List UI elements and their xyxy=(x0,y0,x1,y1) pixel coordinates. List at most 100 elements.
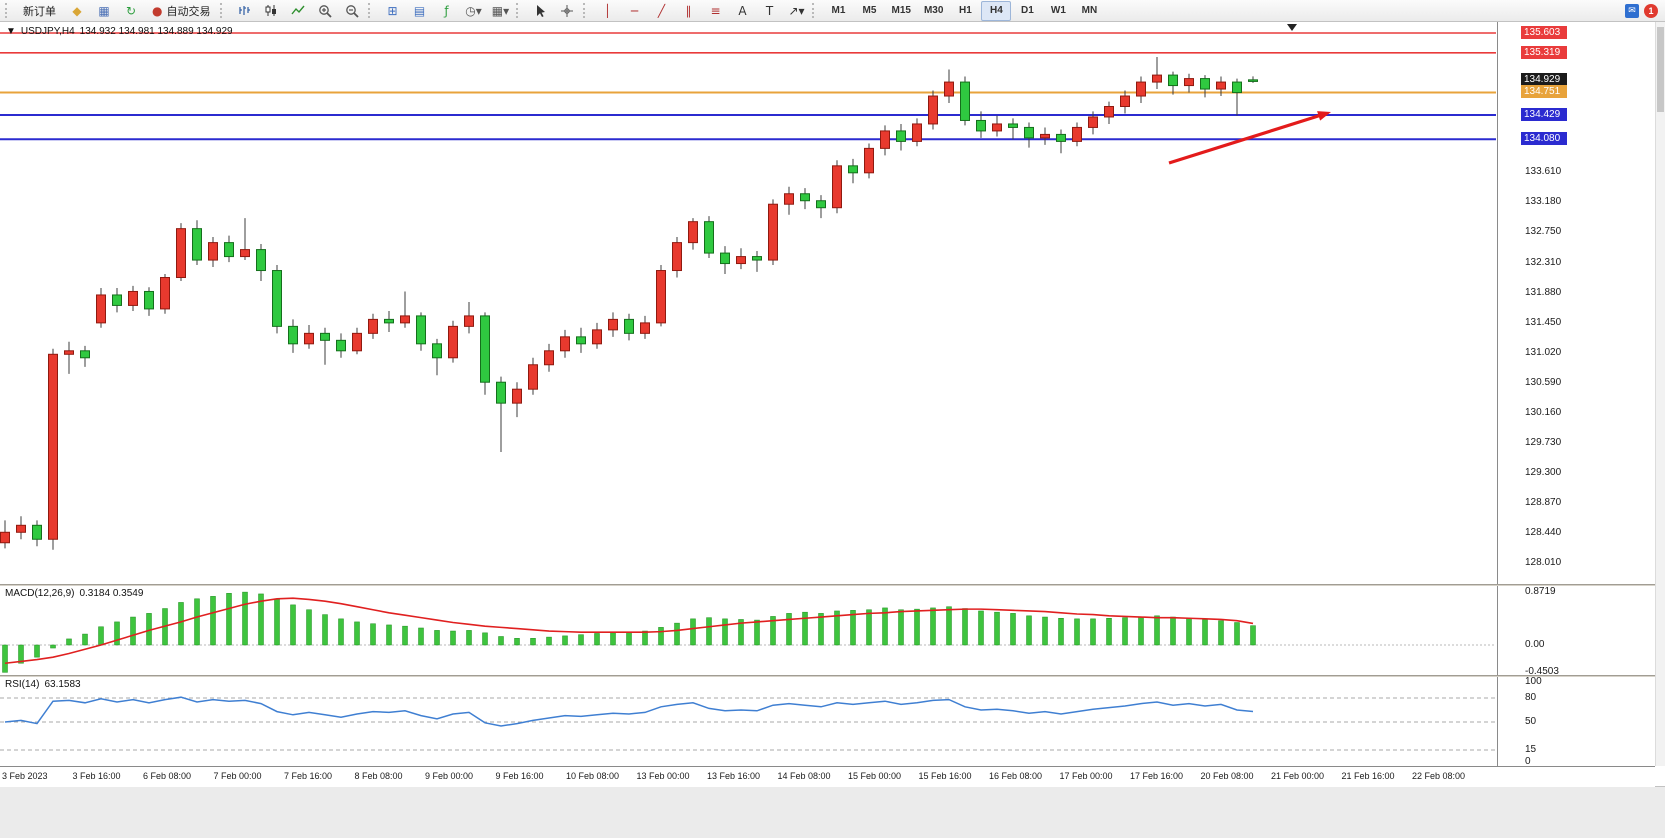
periods-dropdown-button[interactable]: ◷▾ xyxy=(465,3,482,18)
history-center-icon-button[interactable]: ↻ xyxy=(125,3,137,18)
candle xyxy=(656,270,666,324)
time-axis-label: 13 Feb 00:00 xyxy=(636,771,690,781)
candle xyxy=(912,123,922,142)
chart-ohlc-values: 134.932 134.981 134.889 134.929 xyxy=(79,26,233,37)
candle xyxy=(672,242,682,272)
candle xyxy=(896,130,906,142)
line-chart-button[interactable] xyxy=(285,1,311,21)
axis-tick-label: 133.180 xyxy=(1525,196,1562,208)
community-button[interactable]: ✉ xyxy=(1625,3,1639,18)
candle xyxy=(208,242,218,261)
market-watch-icon-button[interactable]: ▦ xyxy=(98,3,110,18)
templates-dropdown-button[interactable]: ▦▾ xyxy=(491,3,510,18)
axis-tick-label: 128.440 xyxy=(1525,526,1562,538)
chart-shift-marker[interactable] xyxy=(1287,24,1297,31)
one-click-trading-toggle-icon[interactable]: ▼ xyxy=(6,26,16,37)
new-order-button[interactable]: 新订单 xyxy=(23,5,56,18)
zoom-out-button[interactable] xyxy=(339,1,365,21)
candle xyxy=(112,294,122,306)
timeframe-mn-button[interactable]: MN xyxy=(1081,5,1098,16)
candle xyxy=(1248,79,1258,82)
toolbar: 新订单 ◆ ▦ ↻ ● 自动交易 ⊞ ▤ ƒ ◷▾ ▦▾ │ ─ ╱ ∥ ≡ A T ↗▾ M1 M5 M15 M30 H1 H… xyxy=(0,0,1665,22)
candle xyxy=(240,249,250,258)
candlestick-chart-button[interactable] xyxy=(258,1,284,21)
autotrading-button[interactable]: ● 自动交易 xyxy=(152,3,211,18)
vertical-line-tool-button[interactable]: │ xyxy=(603,3,612,18)
candle xyxy=(1152,74,1162,83)
timeframe-m5-button[interactable]: M5 xyxy=(862,5,877,16)
panel-splitter-rsi[interactable] xyxy=(0,675,1665,677)
price-level-badge: 134.929 xyxy=(1521,73,1567,87)
trendline-tool-button[interactable]: ╱ xyxy=(657,3,666,18)
scrollbar-thumb[interactable] xyxy=(1657,27,1664,112)
candle xyxy=(1024,126,1034,139)
candle xyxy=(1072,126,1082,142)
candle xyxy=(704,221,714,254)
candle xyxy=(592,329,602,345)
chart-canvas[interactable] xyxy=(0,22,1497,766)
candle xyxy=(512,388,522,404)
candle xyxy=(976,119,986,132)
candle xyxy=(768,203,778,261)
metaeditor-icon-button[interactable]: ◆ xyxy=(72,3,82,18)
channel-tool-button[interactable]: ∥ xyxy=(685,3,692,18)
timeframe-m30-button[interactable]: M30 xyxy=(923,5,944,16)
tile-windows-button[interactable]: ⊞ xyxy=(387,3,398,18)
time-axis-label: 22 Feb 08:00 xyxy=(1412,771,1466,781)
rsi-indicator-label: RSI(14) 63.1583 xyxy=(5,679,86,690)
timeframe-h4-button[interactable]: H4 xyxy=(981,0,1012,21)
notifications-badge[interactable]: 1 xyxy=(1644,3,1658,18)
candle xyxy=(688,221,698,244)
candle xyxy=(416,315,426,345)
axis-tick-label: 130.590 xyxy=(1525,376,1562,388)
arrows-tool-button[interactable]: ↗▾ xyxy=(788,3,805,18)
timeframe-m1-button[interactable]: M1 xyxy=(831,5,846,16)
candle xyxy=(752,256,762,261)
candle xyxy=(544,350,554,366)
candle xyxy=(464,315,474,327)
axis-tick-label: 80 xyxy=(1525,692,1537,703)
auto-arrange-button[interactable]: ▤ xyxy=(413,3,426,18)
time-axis-label: 9 Feb 00:00 xyxy=(425,771,474,781)
axis-tick-label: 131.450 xyxy=(1525,316,1562,328)
toolbar-grip xyxy=(583,3,590,18)
panel-splitter-macd[interactable] xyxy=(0,584,1665,586)
bar-chart-button[interactable] xyxy=(231,1,257,21)
trend-arrow[interactable] xyxy=(1168,112,1324,165)
indicators-button[interactable]: ƒ xyxy=(444,3,449,18)
candle xyxy=(928,95,938,125)
text-tool-button[interactable]: A xyxy=(738,3,747,18)
chart-title-overlay: ▼ USDJPY,H4 134.932 134.981 134.889 134.92… xyxy=(6,26,238,37)
zoom-in-button[interactable] xyxy=(312,1,338,21)
vertical-scrollbar[interactable] xyxy=(1655,22,1665,766)
candle xyxy=(400,315,410,324)
timeframe-h1-button[interactable]: H1 xyxy=(958,5,972,16)
horizontal-line-tool-button[interactable]: ─ xyxy=(630,3,639,18)
timeframe-w1-button[interactable]: W1 xyxy=(1050,5,1066,16)
label-tool-button[interactable]: T xyxy=(765,3,774,18)
axis-tick-label: 128.010 xyxy=(1525,556,1562,568)
macd-title: MACD(12,26,9) xyxy=(5,588,75,599)
fibonacci-tool-button[interactable]: ≡ xyxy=(710,3,721,18)
price-level-badge: 134.080 xyxy=(1521,132,1567,146)
candle xyxy=(160,277,170,310)
candle xyxy=(832,165,842,209)
price-axis[interactable]: 135.603 135.319 134.929 134.751 134.429 134.0… xyxy=(1497,22,1656,767)
candle xyxy=(736,256,746,265)
axis-tick-label: 132.750 xyxy=(1525,226,1562,238)
crosshair-tool-button[interactable] xyxy=(554,1,580,21)
candle xyxy=(0,531,10,544)
candle xyxy=(128,290,138,306)
time-axis-label: 16 Feb 08:00 xyxy=(989,771,1043,781)
timeframe-d1-button[interactable]: D1 xyxy=(1020,5,1034,16)
time-axis-label: 15 Feb 00:00 xyxy=(848,771,902,781)
candle xyxy=(1200,78,1210,90)
axis-tick-label: 130.160 xyxy=(1525,406,1562,418)
cursor-tool-button[interactable] xyxy=(527,1,553,21)
candle xyxy=(64,350,74,355)
candle xyxy=(864,147,874,174)
candle xyxy=(640,322,650,334)
candle xyxy=(96,294,106,324)
time-axis[interactable]: 3 Feb 2023 3 Feb 16:00 6 Feb 08:00 7 Feb 00… xyxy=(0,766,1655,787)
timeframe-m15-button[interactable]: M15 xyxy=(891,5,911,16)
